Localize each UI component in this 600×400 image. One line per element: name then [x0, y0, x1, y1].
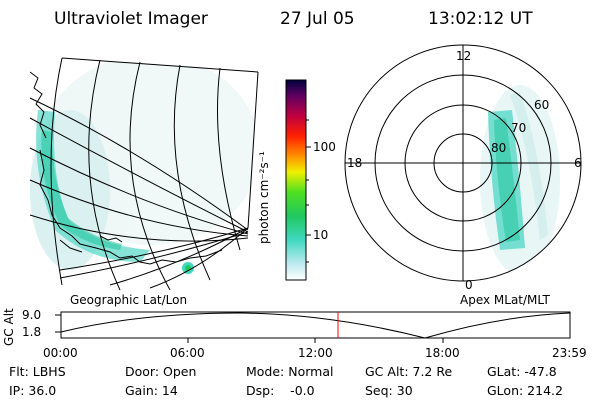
time-label: 13:02:12 UT [428, 9, 533, 29]
status-ip: IP: 36.0 [9, 383, 57, 398]
status-glat: GLat: -47.8 [487, 364, 557, 379]
timeline-tick-1: 06:00 [170, 346, 205, 360]
mlt-label-18: 18 [347, 156, 363, 170]
instrument-title: Ultraviolet Imager [54, 9, 208, 29]
status-gcalt: GC Alt: 7.2 Re [365, 364, 453, 379]
status-flt: Flt: LBHS [9, 364, 66, 379]
timeline-ymin: 1.8 [22, 325, 42, 339]
geographic-map [29, 57, 259, 291]
apex-caption: Apex MLat/MLT [460, 293, 550, 307]
geographic-caption: Geographic Lat/Lon [70, 293, 188, 307]
date-label: 27 Jul 05 [280, 9, 355, 29]
lat-label-60: 60 [534, 98, 550, 112]
status-glon: GLon: 214.2 [487, 383, 563, 398]
status-gain: Gain: 14 [125, 383, 178, 398]
colorbar-tick-10: 10 [313, 228, 329, 242]
altitude-timeline [55, 311, 571, 343]
colorbar [285, 79, 311, 281]
status-dsp: Dsp: -0.0 [246, 383, 315, 398]
colorbar-unit-label: photon cm⁻²s⁻¹ [257, 151, 271, 244]
geo-aurora [36, 110, 194, 274]
mlt-label-6: 6 [574, 156, 582, 170]
status-door: Door: Open [125, 364, 197, 379]
lat-label-70: 70 [511, 121, 527, 135]
timeline-ymax: 9.0 [22, 308, 42, 322]
polar-plot [344, 44, 582, 282]
colorbar-tick-100: 100 [313, 140, 336, 154]
mlt-label-12: 12 [456, 49, 472, 63]
status-seq: Seq: 30 [365, 383, 413, 398]
mlt-label-0: 0 [465, 278, 473, 292]
timeline-tick-4: 23:59 [552, 346, 587, 360]
timeline-tick-0: 00:00 [43, 346, 78, 360]
timeline-tick-2: 12:00 [298, 346, 333, 360]
lat-label-80: 80 [491, 141, 507, 155]
timeline-ylabel: GC Alt [2, 308, 16, 346]
timeline-tick-3: 18:00 [425, 346, 460, 360]
status-mode: Mode: Normal [246, 364, 334, 379]
